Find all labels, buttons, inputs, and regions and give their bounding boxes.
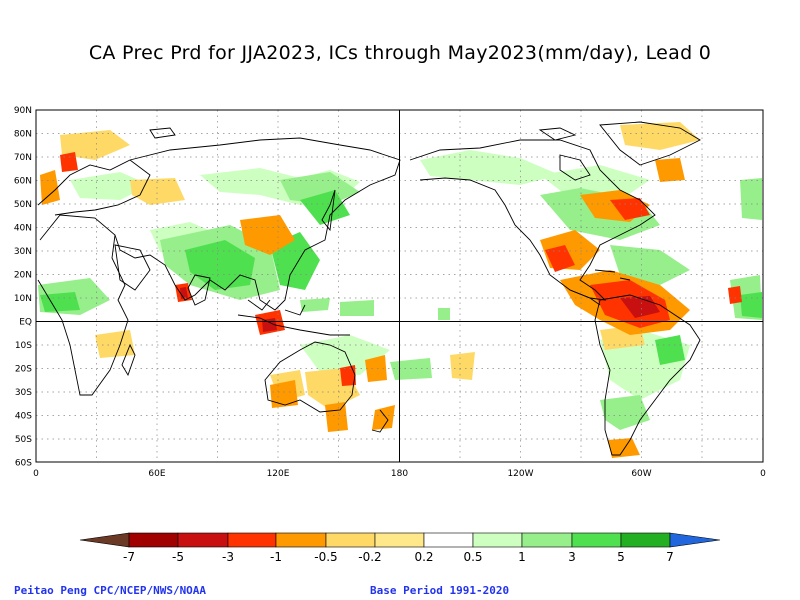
lat-label: 70N <box>14 153 32 163</box>
colorbar-label: 1 <box>518 550 526 564</box>
colorbar-arrow-high <box>669 532 721 548</box>
colorbar-label: 5 <box>617 550 625 564</box>
colorbar-label: 7 <box>666 550 674 564</box>
colorbar-label: 0.5 <box>463 550 482 564</box>
lon-label: 60E <box>148 469 165 479</box>
lon-label: 180 <box>391 469 408 479</box>
lat-labels: 90N 80N 70N 60N 50N 40N 30N 20N 10N EQ 1… <box>14 106 32 469</box>
colorbar-swatch <box>472 532 523 548</box>
lon-labels: 0 60E 120E 180 120W 60W 0 <box>33 469 766 479</box>
lon-grid-lines <box>96 110 703 462</box>
lat-label: 50N <box>14 200 32 210</box>
lon-label: 120W <box>507 469 533 479</box>
base-period-text: Base Period 1991-2020 <box>370 584 510 597</box>
anomaly-field <box>36 110 763 462</box>
colorbar-label: 0.2 <box>414 550 433 564</box>
credit-text: Peitao Peng CPC/NCEP/NWS/NOAA <box>14 584 207 597</box>
anomaly-pale-yellow-patches <box>60 122 700 410</box>
colorbar-swatch <box>374 532 425 548</box>
colorbar-swatch <box>325 532 376 548</box>
colorbar-label: 3 <box>568 550 576 564</box>
lat-label: 60N <box>14 177 32 187</box>
lon-label: 60W <box>631 469 651 479</box>
colorbar-swatch <box>423 532 474 548</box>
colorbar-labels: -7 -5 -3 -1 -0.5 -0.2 0.2 0.5 1 3 5 7 <box>123 550 674 564</box>
lat-label: 80N <box>14 130 32 140</box>
lat-label: 50S <box>15 435 32 445</box>
lat-label: 30N <box>14 247 32 257</box>
colorbar-label: -7 <box>123 550 135 564</box>
lat-label: 60S <box>15 459 32 469</box>
lon-label: 0 <box>33 469 39 479</box>
lon-label: 0 <box>760 469 766 479</box>
colorbar-swatch <box>275 532 327 548</box>
colorbar-label: -5 <box>172 550 184 564</box>
colorbar <box>79 532 721 548</box>
lat-label: 30S <box>15 388 32 398</box>
lat-label: 40S <box>15 412 32 422</box>
lon-label: 120E <box>267 469 290 479</box>
colorbar-label: -3 <box>222 550 234 564</box>
colorbar-swatch <box>227 532 277 548</box>
lat-label: 20N <box>14 271 32 281</box>
colorbar-label: -1 <box>270 550 282 564</box>
colorbar-swatch <box>571 532 622 548</box>
map-title: CA Prec Prd for JJA2023, ICs through May… <box>88 42 712 64</box>
colorbar-swatch <box>177 532 229 548</box>
colorbar-swatch <box>521 532 573 548</box>
lat-label: EQ <box>19 318 32 328</box>
colorbar-swatch <box>620 532 671 548</box>
lat-label: 20S <box>15 365 32 375</box>
lat-label: 10N <box>14 294 32 304</box>
colorbar-swatch <box>128 532 179 548</box>
lat-label: 90N <box>14 106 32 116</box>
coastlines <box>37 121 701 456</box>
map-border <box>35 109 764 463</box>
lat-label: 40N <box>14 224 32 234</box>
lat-label: 10S <box>15 341 32 351</box>
colorbar-label: -0.5 <box>314 550 337 564</box>
colorbar-label: -0.2 <box>358 550 381 564</box>
colorbar-arrow-low <box>79 532 130 548</box>
